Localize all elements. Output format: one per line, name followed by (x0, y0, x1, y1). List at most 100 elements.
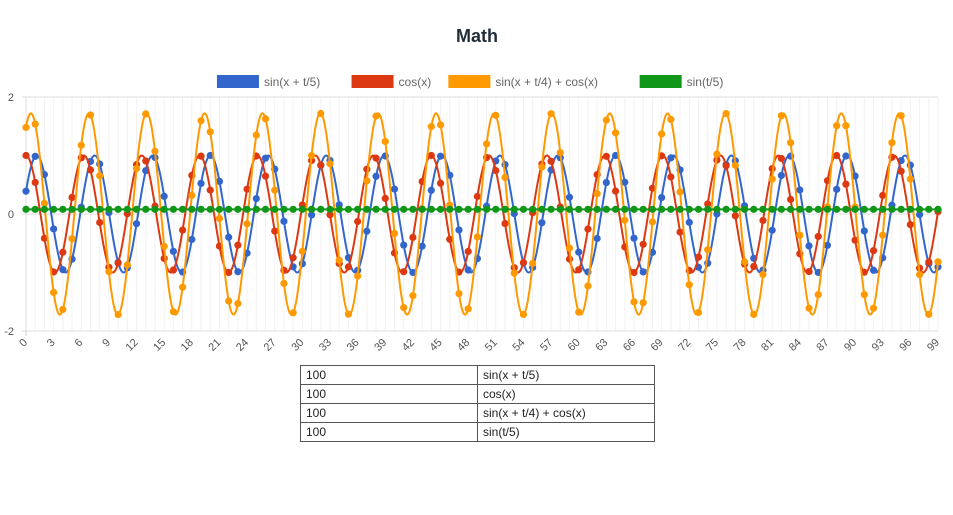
data-point[interactable] (823, 241, 832, 249)
table-cell-expr[interactable]: sin(x + t/4) + cos(x) (477, 403, 655, 423)
data-point[interactable] (897, 167, 905, 175)
data-point[interactable] (833, 205, 841, 213)
data-point[interactable] (630, 234, 638, 242)
data-point[interactable] (602, 152, 610, 160)
data-point[interactable] (768, 226, 776, 234)
data-point[interactable] (860, 227, 868, 235)
data-point[interactable] (750, 262, 758, 271)
data-point[interactable] (731, 205, 739, 213)
data-point[interactable] (326, 160, 334, 168)
data-point[interactable] (731, 161, 739, 169)
data-point[interactable] (132, 220, 141, 228)
data-point[interactable] (77, 205, 85, 213)
data-point[interactable] (114, 205, 122, 213)
data-point[interactable] (676, 205, 684, 213)
data-point[interactable] (667, 115, 675, 124)
data-point[interactable] (704, 200, 712, 208)
data-point[interactable] (307, 211, 316, 219)
data-point[interactable] (409, 292, 417, 300)
data-point[interactable] (160, 242, 168, 250)
data-point[interactable] (169, 247, 177, 255)
data-point[interactable] (169, 205, 177, 213)
data-point[interactable] (363, 205, 371, 213)
data-point[interactable] (335, 205, 343, 213)
data-point[interactable] (22, 187, 30, 195)
data-point[interactable] (556, 205, 564, 213)
data-point[interactable] (427, 205, 435, 213)
table-cell-count[interactable]: 100 (300, 365, 478, 385)
data-point[interactable] (372, 172, 380, 180)
data-point[interactable] (897, 112, 905, 120)
data-point[interactable] (252, 194, 260, 203)
data-point[interactable] (215, 177, 224, 185)
data-point[interactable] (925, 205, 933, 213)
data-point[interactable] (206, 128, 214, 136)
data-point[interactable] (22, 151, 30, 160)
data-point[interactable] (722, 205, 730, 213)
data-point[interactable] (409, 233, 417, 241)
data-point[interactable] (915, 205, 924, 213)
data-point[interactable] (510, 205, 518, 213)
data-point[interactable] (621, 178, 629, 186)
data-point[interactable] (280, 279, 288, 288)
data-point[interactable] (31, 178, 39, 186)
data-point[interactable] (869, 304, 878, 312)
data-point[interactable] (409, 205, 417, 213)
data-point[interactable] (704, 205, 712, 213)
data-point[interactable] (584, 205, 592, 213)
data-point[interactable] (400, 268, 408, 276)
data-point[interactable] (575, 248, 583, 256)
data-point[interactable] (68, 205, 76, 213)
data-point[interactable] (298, 247, 306, 255)
table-cell-expr[interactable]: sin(x + t/5) (477, 365, 655, 385)
data-point[interactable] (289, 254, 297, 262)
data-point[interactable] (805, 267, 813, 276)
data-point[interactable] (888, 139, 896, 147)
data-point[interactable] (473, 192, 481, 201)
data-point[interactable] (243, 220, 251, 228)
data-point[interactable] (344, 263, 353, 271)
data-point[interactable] (326, 211, 334, 219)
data-point[interactable] (455, 226, 463, 234)
data-point[interactable] (879, 205, 887, 213)
data-point[interactable] (160, 192, 168, 200)
data-point[interactable] (234, 299, 242, 308)
data-point[interactable] (390, 185, 399, 193)
data-point[interactable] (400, 303, 408, 312)
data-point[interactable] (630, 298, 638, 306)
data-point[interactable] (888, 205, 896, 213)
data-point[interactable] (96, 218, 104, 227)
data-point[interactable] (261, 172, 270, 180)
data-point[interactable] (630, 205, 638, 213)
data-point[interactable] (427, 122, 435, 131)
data-point[interactable] (529, 259, 537, 268)
data-point[interactable] (768, 205, 776, 213)
data-point[interactable] (759, 270, 767, 279)
data-point[interactable] (22, 205, 30, 213)
table-cell-expr[interactable]: sin(t/5) (477, 422, 655, 442)
data-point[interactable] (722, 162, 730, 170)
data-point[interactable] (105, 205, 113, 213)
data-point[interactable] (169, 266, 177, 274)
data-point[interactable] (344, 310, 353, 318)
data-point[interactable] (132, 205, 141, 213)
data-point[interactable] (261, 115, 270, 123)
data-point[interactable] (225, 297, 233, 305)
data-point[interactable] (492, 111, 500, 119)
data-point[interactable] (22, 123, 30, 132)
data-point[interactable] (160, 205, 168, 213)
data-point[interactable] (777, 205, 785, 213)
data-point[interactable] (842, 205, 850, 213)
data-point[interactable] (271, 186, 279, 194)
data-point[interactable] (68, 235, 76, 243)
data-point[interactable] (667, 173, 675, 181)
data-point[interactable] (271, 227, 279, 235)
data-point[interactable] (261, 154, 270, 162)
data-point[interactable] (879, 231, 887, 239)
data-point[interactable] (667, 205, 675, 213)
data-point[interactable] (694, 253, 703, 261)
data-point[interactable] (796, 231, 804, 239)
data-point[interactable] (851, 205, 859, 213)
data-point[interactable] (123, 205, 131, 213)
data-point[interactable] (906, 175, 914, 183)
